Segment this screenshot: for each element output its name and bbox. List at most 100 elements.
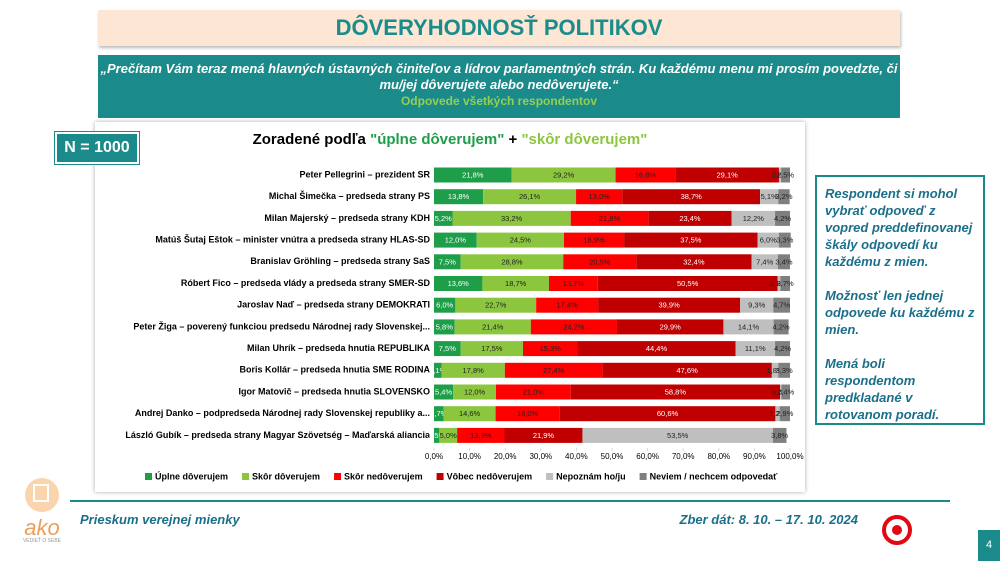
- bar-segment: [530, 319, 617, 335]
- value-label: 3,2%: [775, 192, 792, 201]
- legend-marker: [334, 473, 342, 480]
- value-label: 1,5%: [428, 431, 445, 440]
- value-label: 21,8%: [599, 214, 621, 223]
- value-label: 13,7%: [563, 279, 585, 288]
- category-label: Boris Kollár – predseda hnutia SME RODIN…: [239, 365, 430, 375]
- value-label: 4,2%: [774, 344, 791, 353]
- legend-label: Nepoznám ho/ju: [556, 471, 626, 481]
- value-label: 13,0%: [589, 192, 611, 201]
- value-label: 14,6%: [459, 409, 481, 418]
- bar-segment: [434, 189, 484, 205]
- bar-segment: [434, 341, 461, 357]
- bar-segment: [780, 384, 782, 400]
- question-box: „Prečítam Vám teraz mená hlavných ústavn…: [98, 55, 900, 118]
- bar-segment: [616, 319, 724, 335]
- value-label: 0,4%: [772, 387, 789, 396]
- bar-segment: [775, 210, 790, 226]
- title-part: +: [509, 131, 518, 148]
- bar-segment: [455, 297, 537, 313]
- bar-segment: [523, 341, 578, 357]
- value-label: 53,5%: [667, 431, 689, 440]
- value-label: 5,4%: [435, 387, 452, 396]
- logo-tagline: VEDIEŤ O SEBE: [22, 538, 62, 544]
- bar-segment: [778, 232, 791, 248]
- value-label: 5,0%: [440, 431, 457, 440]
- value-label: 3,8%: [771, 431, 788, 440]
- bar-segment: [504, 427, 583, 443]
- category-label: Peter Pellegrini – prezident SR: [299, 169, 430, 179]
- value-label: 2,5%: [777, 170, 794, 179]
- value-label: 26,1%: [519, 192, 541, 201]
- bar-segment: [457, 427, 505, 443]
- value-label: 15,3%: [540, 344, 562, 353]
- bar-segment: [778, 362, 790, 378]
- legend-label: Skôr dôverujem: [252, 471, 320, 481]
- bar-segment: [751, 254, 778, 270]
- bar-segment: [615, 167, 676, 183]
- value-label: 2,9%: [776, 409, 793, 418]
- value-label: 24,2%: [563, 322, 585, 331]
- question-subtitle: Odpovede všetkých respondentov: [400, 94, 598, 108]
- value-label: 2,7%: [430, 409, 447, 418]
- footer-line: [70, 500, 950, 502]
- bar-segment: [780, 276, 790, 291]
- page-number: 4: [978, 530, 1000, 561]
- bar-segment: [453, 384, 496, 400]
- bar-segment: [582, 427, 773, 443]
- title-part: Zoradené podľa: [253, 131, 367, 148]
- value-label: 0,6%: [771, 170, 788, 179]
- bar-segment: [577, 341, 736, 357]
- bar-segment: [434, 210, 453, 226]
- value-label: 5,8%: [436, 322, 453, 331]
- x-tick-label: 20,0%: [494, 452, 517, 461]
- bar-segment: [563, 232, 625, 248]
- legend-label: Vôbec nedôverujem: [447, 471, 533, 481]
- legend-marker: [546, 473, 554, 480]
- value-label: 39,9%: [658, 301, 680, 310]
- value-label: 6,0%: [760, 236, 777, 245]
- bar-segment: [779, 406, 790, 422]
- logo-name: ako: [24, 515, 60, 540]
- footer-right: Zber dát: 8. 10. – 17. 10. 2024: [679, 512, 859, 527]
- bar-segment: [434, 167, 512, 183]
- value-label: 1,8%: [766, 366, 783, 375]
- value-label: 22,7%: [485, 301, 507, 310]
- x-tick-label: 90,0%: [743, 452, 766, 461]
- value-label: 44,4%: [646, 344, 668, 353]
- legend-marker: [436, 473, 444, 480]
- agency-logo: [882, 515, 912, 545]
- value-label: 4,2%: [773, 322, 790, 331]
- bar-segment: [441, 362, 505, 378]
- x-tick-label: 80,0%: [707, 452, 730, 461]
- value-label: 50,5%: [677, 279, 699, 288]
- x-tick-label: 0,0%: [425, 452, 443, 461]
- legend-marker: [145, 473, 152, 480]
- value-label: 38,7%: [681, 192, 703, 201]
- bar-segment: [439, 427, 458, 443]
- value-label: 28,8%: [501, 257, 523, 266]
- note-paragraph: Respondent si mohol vybrať odpoveď z vop…: [825, 186, 973, 269]
- legend-label: Neviem / nechcem odpovedať: [650, 471, 779, 481]
- bar-segment: [602, 362, 772, 378]
- bar-segment: [781, 384, 790, 400]
- value-label: 60,6%: [657, 409, 679, 418]
- bar-segment: [777, 254, 790, 270]
- value-label: 0,8%: [770, 279, 787, 288]
- value-label: 14,1%: [738, 322, 760, 331]
- category-label: Andrej Danko – podpredseda Národnej rady…: [135, 408, 430, 418]
- bar-segment: [624, 232, 758, 248]
- value-label: 16,8%: [635, 170, 657, 179]
- bar-segment: [760, 189, 779, 205]
- bar-segment: [434, 406, 444, 422]
- value-label: 3,3%: [776, 236, 793, 245]
- value-label: 32,4%: [683, 257, 705, 266]
- x-tick-label: 30,0%: [529, 452, 552, 461]
- bar-segment: [675, 167, 779, 183]
- logo-icon: [25, 478, 59, 512]
- value-label: 12,2%: [743, 214, 765, 223]
- bar-segment: [443, 406, 496, 422]
- value-label: 47,6%: [676, 366, 698, 375]
- note-paragraph: Možnosť len jednej odpovede ku každému z…: [825, 288, 975, 337]
- bar-segment: [495, 406, 560, 422]
- note-paragraph: Mená boli respondentom predkladané v rot…: [825, 356, 940, 422]
